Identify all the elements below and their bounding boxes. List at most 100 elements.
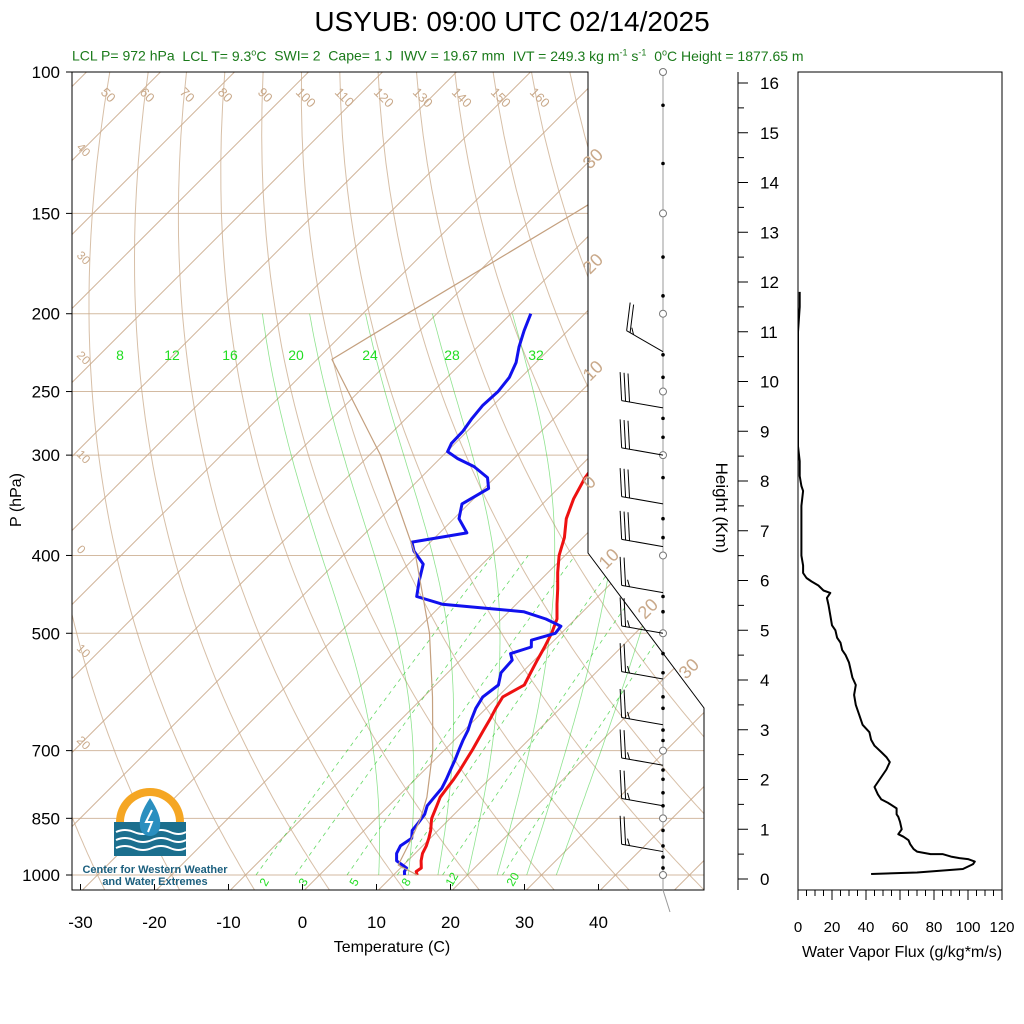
lcl-pressure: LCL P= 972 hPa xyxy=(72,47,175,64)
x-tick-label: 0 xyxy=(298,913,307,932)
level-dot xyxy=(661,790,665,795)
lcl-temperature: LCL T= 9.3oC xyxy=(182,47,267,64)
parcel-profile-line xyxy=(331,72,704,876)
ivt-value: IVT = 249.3 kg m-1 s-1 xyxy=(512,47,647,64)
wind-barb-shaft xyxy=(621,447,664,456)
skew-t-frame xyxy=(71,71,705,891)
level-dot xyxy=(661,294,665,298)
mixing-ratio-line xyxy=(346,555,576,876)
wind-barb-shaft xyxy=(621,671,664,680)
left-temp-label: 40 xyxy=(74,140,94,160)
wind-barb-flag xyxy=(619,815,623,845)
right-temp-label: 30 xyxy=(675,655,703,683)
iwv-value: IWV = 19.67 mm xyxy=(400,47,505,64)
wind-barb-flag xyxy=(619,556,623,586)
mixing-ratio-label: 2 xyxy=(256,875,272,888)
wind-barb-shaft xyxy=(621,798,664,807)
isotherm-line xyxy=(72,72,383,890)
temperature-profile-line xyxy=(414,313,632,876)
left-temp-label: 10 xyxy=(74,641,94,661)
theta-label: 150 xyxy=(488,85,514,111)
dry-adiabat-line xyxy=(133,72,332,890)
left-temp-label: 20 xyxy=(74,733,94,753)
wind-barb-flag xyxy=(627,512,631,541)
dry-adiabat-line xyxy=(88,72,257,890)
right-temp-label: 30 xyxy=(579,145,607,173)
wind-barb-shaft xyxy=(621,625,664,634)
sounding-stats: LCL P= 972 hPa LCL T= 9.3oC SWI= 2 Cape=… xyxy=(72,47,804,64)
wind-barb-flag xyxy=(623,598,627,627)
wind-barb-shaft xyxy=(621,538,664,548)
moist-adiabat-label: 8 xyxy=(116,347,124,363)
height-tick-label: 9 xyxy=(760,422,769,441)
level-dot xyxy=(661,828,665,833)
theta-label: 140 xyxy=(449,85,475,111)
y-tick-label: 500 xyxy=(32,624,60,643)
wind-barb-flag xyxy=(623,643,627,673)
dry-adiabat-line xyxy=(377,72,704,890)
level-dot xyxy=(661,706,665,711)
cw3e-logo: Center for Western Weather and Water Ext… xyxy=(80,784,230,894)
x-tick-label: -10 xyxy=(216,913,241,932)
chart-title: USYUB: 09:00 UTC 02/14/2025 xyxy=(314,6,710,37)
dry-adiabat-line xyxy=(300,72,632,890)
level-dot xyxy=(661,375,665,380)
mixing-ratio-label: 8 xyxy=(398,875,414,888)
moist-adiabat-line xyxy=(496,313,556,876)
wind-barb-flag xyxy=(623,816,627,845)
left-temp-label: 10 xyxy=(74,447,94,467)
flux-tick-label: 60 xyxy=(892,919,909,936)
height-tick-label: 14 xyxy=(760,174,779,193)
y-axis-label: P (hPa) xyxy=(8,473,25,527)
isotherm-line xyxy=(72,72,605,890)
height-tick-label: 0 xyxy=(760,870,769,889)
level-dot xyxy=(661,768,665,772)
level-dot xyxy=(661,651,665,656)
mandatory-level-marker xyxy=(659,871,667,879)
flux-tick-label: 80 xyxy=(926,919,943,936)
wind-barb-shaft xyxy=(621,757,664,766)
wind-barb-flag xyxy=(623,468,627,498)
dewpoint-profile-line xyxy=(395,313,563,876)
moist-adiabat-line xyxy=(555,313,700,876)
wind-barb-flag xyxy=(626,302,631,331)
moist-adiabat-line xyxy=(365,313,455,876)
level-dot xyxy=(661,695,665,699)
height-tick-label: 8 xyxy=(760,472,769,491)
level-dot xyxy=(661,161,665,166)
isotherm-line xyxy=(72,72,679,890)
y-tick-label: 1000 xyxy=(22,866,60,885)
level-dot xyxy=(661,777,665,782)
wind-barb-shaft xyxy=(626,330,664,353)
isotherm-line xyxy=(524,72,704,890)
dry-adiabat-line xyxy=(454,72,704,890)
dry-adiabat-line xyxy=(569,72,704,890)
y-tick-label: 250 xyxy=(32,383,60,402)
dry-adiabat-line xyxy=(177,72,407,890)
logo-line-2: and Water Extremes xyxy=(102,876,208,888)
theta-label: 70 xyxy=(177,85,198,106)
wind-barb-flag xyxy=(619,372,623,401)
wind-barb-half-flag xyxy=(627,792,630,801)
right-temp-label: 0 xyxy=(579,472,600,493)
level-dot xyxy=(661,738,665,743)
swi-value: SWI= 2 xyxy=(274,47,321,64)
mixing-ratio-label: 5 xyxy=(346,875,362,888)
level-dot xyxy=(661,416,665,421)
x-tick-label: -20 xyxy=(142,913,167,932)
wind-barb-half-flag xyxy=(627,579,630,587)
flux-y-axis-label: Height (Km) xyxy=(712,463,731,554)
dry-adiabat-line xyxy=(607,72,704,890)
isotherm-line xyxy=(376,72,704,890)
wind-barb-half-flag xyxy=(627,665,630,674)
dry-adiabat-line xyxy=(72,72,107,890)
height-tick-label: 3 xyxy=(760,721,769,740)
height-tick-label: 4 xyxy=(760,671,769,690)
wind-barb-flag xyxy=(623,511,627,541)
theta-label: 80 xyxy=(215,85,236,106)
logo-line-1: Center for Western Weather xyxy=(82,864,228,876)
right-temp-label: 10 xyxy=(595,545,623,573)
x-axis-label: Temperature (C) xyxy=(334,939,450,956)
isotherm-line xyxy=(72,72,704,890)
